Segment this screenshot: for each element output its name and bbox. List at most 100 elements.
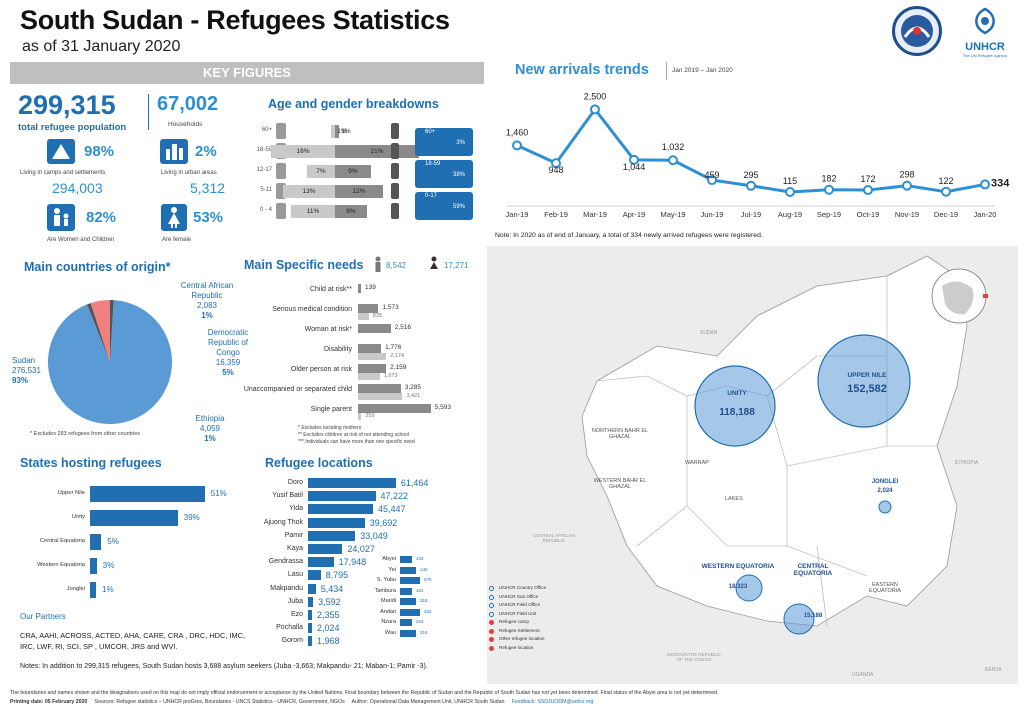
age-male-pct: 16% [296,148,310,155]
need-label: Serious medical condition [272,306,352,313]
need-bar-light [358,353,387,360]
trend-point [590,104,600,115]
small-location-label: Maridi [381,598,396,604]
map-region-label: LAKES [725,496,743,502]
origin-drc-name: Democratic Republic of Congo [207,328,249,357]
trend-value-label: 1,044 [623,162,646,172]
needs-note: ** Excludes children at risk of not atte… [298,432,409,438]
state-pct: 1% [102,585,114,594]
need-bar-light [358,413,362,420]
need-dark-val: 2,159 [390,364,407,371]
small-location-bar [400,629,416,637]
footer-line: Printing date: 05 February 2020 Sources:… [10,699,593,705]
women-children-pct: 82% [86,209,117,226]
location-value: 47,222 [380,491,409,502]
partners-title: Our Partners [20,612,66,621]
map-region-label: EASTERN EQUATORIA [869,582,901,594]
legend-icon [489,603,494,608]
states-title: States hosting refugees [20,456,162,470]
map-panel [487,246,1018,684]
trend-value-label: 122 [938,176,953,186]
state-label: Upper Nile [57,490,85,496]
legend-icon [489,645,494,651]
location-bar [308,570,321,581]
state-label: Jonglei [66,586,85,592]
unhcr-logo-sub: The UN Refugee Agency [962,53,1008,58]
small-location-bar [400,587,412,595]
need-bar-dark [358,404,431,413]
urban-value: 5,312 [190,180,226,196]
small-location-bar [400,566,416,574]
state-bar [90,510,178,526]
location-label: Juba [287,597,303,605]
small-location-value: 181 [416,587,424,593]
camps-pct: 98% [84,143,115,160]
state-bar [90,582,96,598]
trend-x-tick: Apr-19 [623,210,646,219]
map-jonglei-label: JONGLEI 2,024 [862,479,908,494]
small-location-label: Nzara [381,619,396,625]
legend-icon [489,628,494,634]
location-label: Pamir [284,531,303,539]
footer-feedback[interactable]: Feedback: SSDJUODM@unhcr.org [511,699,594,705]
total-refugees-value: 299,315 [18,90,116,120]
age-side-box: 0-17 59% [415,192,473,220]
trend-value-label: 334 [991,177,1010,189]
need-label: Unaccompanied or separated child [243,386,352,393]
location-bar [308,517,365,528]
legend-label: Refugee location [499,644,534,650]
age-side-label: 18-59 [425,161,441,167]
person-icon [391,203,399,219]
age-gender-title: Age and gender breakdowns [268,97,439,111]
origin-note: * Excludes 283 refugees from other count… [30,431,141,437]
female-icon [161,204,187,231]
footer-disclaimer: The boundaries and names shown and the d… [10,690,719,696]
trend-period: Jan 2019 – Jan 2020 [672,67,733,74]
location-value: 2,355 [317,610,340,620]
small-location-bar [400,619,412,626]
origin-sudan-name: Sudan [12,356,36,365]
need-dark-val: 1,776 [385,344,402,351]
location-label: Ajuong Thok [263,518,303,526]
legend-label: Other refugee location [499,636,545,641]
origin-car-value: 2,083 [196,301,218,310]
trend-value-label: 1,032 [662,142,685,152]
state-bar [90,486,205,502]
location-label: Lasu [287,571,303,579]
trend-x-tick: Feb-19 [544,210,568,219]
person-icon [391,183,399,199]
age-side-label: 0-17 [425,193,438,199]
location-value: 2,024 [317,623,340,634]
origin-eth-pct: 1% [204,434,216,443]
small-location-bar [400,608,420,616]
age-bar-female [335,165,371,178]
small-location-value: 140 [420,566,428,572]
map-cequatoria-label: CENTRAL EQUATORIA 15,188 [785,563,841,619]
location-label: Gorom [281,637,303,645]
small-location-label: Tambura [374,587,396,594]
households-value: 67,002 [157,93,219,115]
notes-text: Notes: In addition to 299,315 refugees, … [20,663,428,670]
location-bar [308,636,312,647]
origin-title: Main countries of origin* [24,260,171,274]
origin-drc-pct: 5% [222,368,234,377]
age-bar-male [291,205,335,218]
origin-drc: Democratic Republic of Congo 16,359 5% [200,328,256,378]
households-label: Households [168,121,203,128]
trend-point [512,140,522,151]
map-uppernile-label: UPPER NILE 152,582 [832,372,902,395]
state-label: Unity [71,514,85,520]
female-needs-icon [430,256,438,272]
map-cequatoria-name: CENTRAL EQUATORIA [793,563,833,577]
women-children-icon [47,204,75,231]
elder-icon [276,203,286,219]
location-label: Gendrassa [268,558,303,566]
location-bar [308,530,356,541]
key-figures-banner: KEY FIGURES [10,62,484,84]
age-label: 18-59 [256,147,272,153]
pie-slice-sudan [47,300,172,424]
origin-car-pct: 1% [201,311,213,320]
total-refugees-label: total refugee population [18,122,127,133]
location-bar [308,557,334,568]
legend-label: UNHCR Field Office [499,602,541,607]
